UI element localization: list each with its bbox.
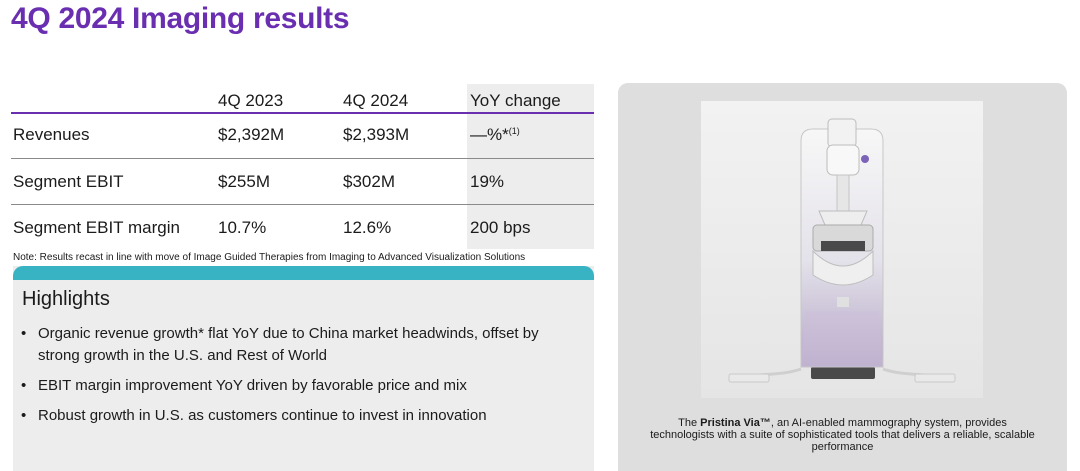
page-title: 4Q 2024 Imaging results: [11, 2, 350, 35]
cell-4q2023: $2,392M: [218, 125, 285, 144]
bullet-icon: •: [21, 407, 27, 424]
header-4q2024: 4Q 2024: [343, 91, 409, 110]
table-note: Note: Results recast in line with move o…: [13, 252, 526, 263]
header-4q2023: 4Q 2023: [218, 91, 284, 110]
cell-yoy: 19%: [470, 172, 505, 191]
row-label: Segment EBIT: [13, 172, 124, 191]
caption-text: , an AI-enabled mammography system, prov…: [650, 417, 1035, 453]
cell-4q2024: 12.6%: [343, 218, 392, 237]
highlights-accent-bar: [13, 266, 594, 280]
cell-4q2023: $255M: [218, 172, 270, 191]
highlights-panel: Highlights • Organic revenue growth* flat…: [13, 266, 594, 471]
row-divider: [11, 204, 594, 205]
footnote-ref: (1): [508, 126, 520, 136]
header-yoy-change: YoY change: [470, 91, 561, 110]
bullet-icon: •: [21, 377, 27, 394]
product-name: Pristina Via™: [700, 417, 771, 429]
cell-4q2024: $302M: [343, 172, 395, 191]
highlight-text: EBIT margin improvement YoY driven by fa…: [38, 377, 467, 394]
cell-yoy: —%*(1): [470, 125, 520, 145]
highlights-list: • Organic revenue growth* flat YoY due to…: [13, 323, 594, 435]
product-caption: The Pristina Via™, an AI-enabled mammogr…: [648, 417, 1037, 453]
product-image: [701, 101, 983, 398]
product-panel: The Pristina Via™, an AI-enabled mammogr…: [618, 83, 1067, 471]
cell-4q2024: $2,393M: [343, 125, 410, 144]
cell-4q2023: 10.7%: [218, 218, 267, 237]
cell-yoy: 200 bps: [470, 218, 531, 237]
list-item: • EBIT margin improvement YoY driven by f…: [13, 375, 558, 397]
yoy-column-highlight: [467, 84, 594, 249]
row-divider: [11, 158, 594, 159]
mammography-system-icon: [728, 118, 956, 383]
row-label: Revenues: [13, 125, 90, 144]
row-label: Segment EBIT margin: [13, 218, 180, 237]
cell-yoy-value: —%*: [470, 125, 509, 144]
caption-prefix: The: [678, 417, 701, 429]
list-item: • Robust growth in U.S. as customers cont…: [13, 405, 558, 427]
bullet-icon: •: [21, 325, 27, 342]
header-divider: [11, 112, 594, 114]
list-item: • Organic revenue growth* flat YoY due to…: [13, 323, 558, 367]
highlight-text: Robust growth in U.S. as customers conti…: [38, 407, 487, 424]
highlight-text: Organic revenue growth* flat YoY due to …: [38, 325, 539, 364]
highlights-title: Highlights: [22, 288, 110, 310]
